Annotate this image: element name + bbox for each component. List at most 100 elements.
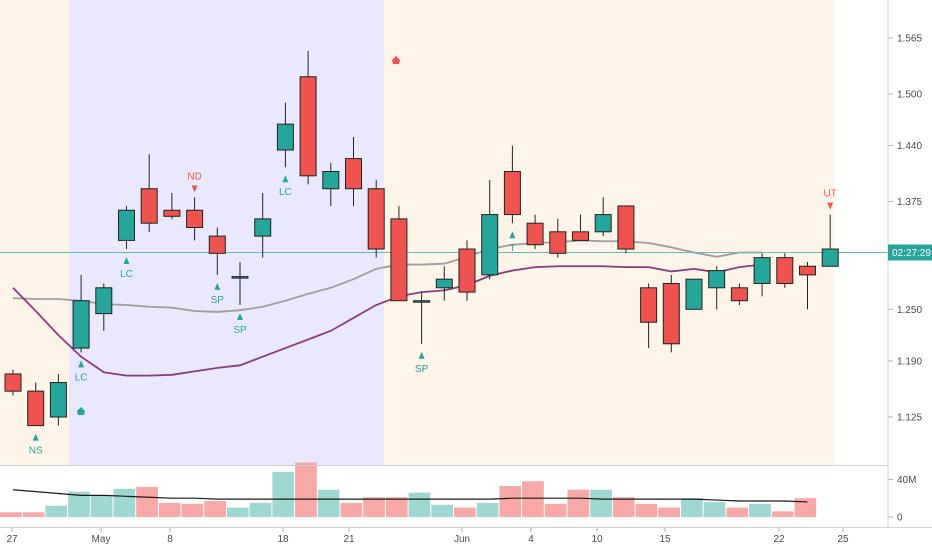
signal-marker-up xyxy=(237,313,243,321)
volume-bar xyxy=(499,485,522,517)
volume-bar xyxy=(726,507,749,517)
pentagon-marker-down xyxy=(392,56,400,64)
volume-bar xyxy=(136,486,158,517)
candle-body xyxy=(345,158,362,190)
ma-gray-line xyxy=(12,239,763,313)
candle xyxy=(617,205,635,254)
candle xyxy=(503,145,521,224)
candle xyxy=(572,214,589,241)
volume-bar xyxy=(181,503,204,517)
candle-body xyxy=(231,276,249,279)
candle xyxy=(458,240,476,301)
candle-body xyxy=(685,278,703,310)
signal-label: SP xyxy=(233,325,247,336)
candle xyxy=(208,227,226,275)
signal-label: NS xyxy=(29,446,43,457)
volume-bar xyxy=(658,507,680,517)
candle-body xyxy=(186,209,204,228)
time-tick-label: 27 xyxy=(6,534,18,545)
candle xyxy=(708,266,726,310)
time-tick-label: 8 xyxy=(167,534,173,545)
volume-bar xyxy=(612,497,635,517)
candle xyxy=(49,373,67,426)
session-band-3 xyxy=(384,0,834,465)
time-tick-label: 25 xyxy=(837,534,849,545)
candle-body xyxy=(413,300,431,303)
candle xyxy=(776,253,794,288)
candle xyxy=(118,205,135,250)
ma-purple-line xyxy=(12,263,763,377)
candle xyxy=(481,180,499,280)
candle-body xyxy=(254,218,272,237)
volume-bar xyxy=(340,502,363,517)
candle-body xyxy=(526,222,544,246)
time-tick-label: 4 xyxy=(528,534,534,545)
signal-marker-up xyxy=(123,257,130,265)
candle xyxy=(413,292,431,344)
volume-bar xyxy=(635,503,658,517)
price-tick-label: 1.500 xyxy=(897,89,922,100)
candle-body xyxy=(594,214,612,233)
candle-body xyxy=(549,231,567,254)
current-price-label: 02:27:29 xyxy=(892,248,931,259)
volume-tick-label: 40M xyxy=(897,475,916,486)
candle xyxy=(640,283,658,349)
candle-body xyxy=(617,205,635,250)
candle xyxy=(594,197,612,237)
candle xyxy=(730,283,748,306)
candle xyxy=(231,261,249,306)
candle-body xyxy=(821,248,839,267)
axes xyxy=(0,0,932,528)
candle-body xyxy=(163,209,181,217)
axis-labels: 1.5651.5001.4401.3751.3151.2501.1901.125… xyxy=(6,34,932,545)
candle-body xyxy=(662,282,680,345)
candle-body xyxy=(776,257,794,284)
moving-averages xyxy=(0,239,888,377)
candle-body xyxy=(72,300,90,349)
volume-bar xyxy=(567,489,590,517)
pentagon-marker-up xyxy=(77,407,85,415)
volume-bar xyxy=(771,511,794,517)
candle-body xyxy=(4,373,22,392)
session-backgrounds xyxy=(0,0,834,465)
candle xyxy=(186,197,204,241)
time-tick-label: 22 xyxy=(773,534,785,545)
signal-marker-up xyxy=(32,433,39,441)
signal-label: T xyxy=(509,243,515,254)
volume-bar xyxy=(317,489,340,517)
candle-body xyxy=(753,257,771,284)
signal-marker-up xyxy=(214,282,221,290)
candle-body xyxy=(118,209,135,241)
price-tick-label: 1.375 xyxy=(897,197,922,208)
candles xyxy=(4,50,839,427)
signal-marker-down xyxy=(191,185,198,193)
candle xyxy=(685,278,703,310)
candle-body xyxy=(49,382,67,418)
candle xyxy=(526,214,544,250)
candle xyxy=(549,218,567,258)
candle-body xyxy=(730,287,748,302)
volume-bar xyxy=(431,504,453,517)
price-tick-label: 1.565 xyxy=(897,34,922,45)
volume-bar xyxy=(476,502,499,517)
volume-bar xyxy=(749,503,771,517)
volume-bar xyxy=(590,489,612,517)
signal-label: LC xyxy=(75,372,88,383)
volume-bar xyxy=(794,498,817,517)
candle-body xyxy=(367,188,385,250)
price-tick-label: 1.125 xyxy=(897,413,922,424)
candle xyxy=(27,382,45,427)
signal-marker-up xyxy=(418,351,425,359)
time-tick-label: 21 xyxy=(343,534,355,545)
time-tick-label: 10 xyxy=(591,534,603,545)
candle xyxy=(367,180,385,258)
signal-label: SP xyxy=(211,295,225,306)
candle xyxy=(390,205,408,302)
candle-body xyxy=(640,287,658,323)
volume-bar xyxy=(544,503,567,517)
volume-bar xyxy=(454,507,476,517)
time-tick-label: Jun xyxy=(454,534,470,545)
volume-bar xyxy=(363,497,385,517)
